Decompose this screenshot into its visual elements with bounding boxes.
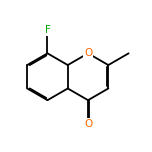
Text: O: O bbox=[84, 48, 92, 58]
Text: O: O bbox=[84, 119, 92, 129]
Text: F: F bbox=[45, 25, 50, 35]
